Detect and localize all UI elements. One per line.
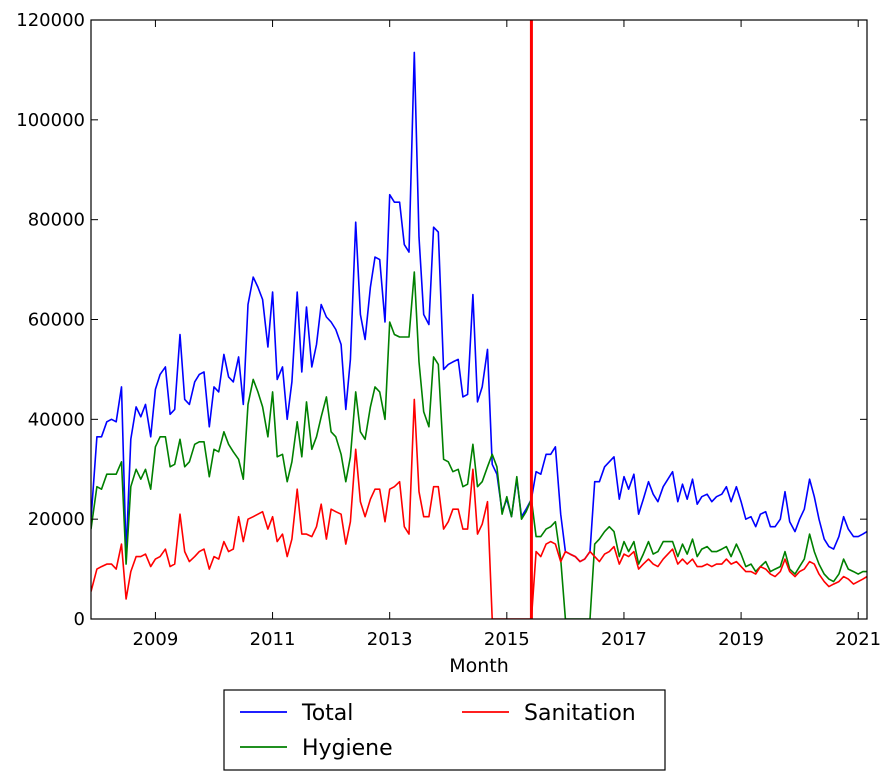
y-tick-label: 60000	[28, 310, 85, 331]
series-layer	[91, 51, 867, 619]
x-tick-label: 2017	[601, 629, 647, 650]
y-tick-label: 0	[74, 609, 85, 630]
x-tick-label: 2011	[250, 629, 296, 650]
y-tick-label: 100000	[16, 110, 85, 131]
x-axis: 2009 2011 2013 2015 2017 2019 2021	[133, 20, 881, 650]
y-tick-label: 80000	[28, 210, 85, 231]
x-tick-label: 2019	[718, 629, 764, 650]
legend-label-sanitation: Sanitation	[524, 701, 636, 726]
y-tick-label: 120000	[16, 10, 85, 31]
y-tick-label: 40000	[28, 409, 85, 430]
series-line-sanitation	[91, 398, 867, 619]
x-axis-label: Month	[449, 655, 509, 677]
x-tick-label: 2013	[367, 629, 413, 650]
y-tick-label: 20000	[28, 509, 85, 530]
series-line-total	[91, 51, 867, 563]
legend-box	[223, 689, 666, 771]
legend-label-hygiene: Hygiene	[302, 736, 393, 761]
legend-label-total: Total	[301, 701, 353, 726]
series-line-hygiene	[91, 271, 867, 619]
x-tick-label: 2015	[484, 629, 530, 650]
y-axis: 0 20000 40000 60000 80000 100000 120000	[16, 10, 867, 630]
x-tick-label: 2009	[133, 629, 179, 650]
x-tick-label: 2021	[835, 629, 881, 650]
legend: Total Hygiene Sanitation	[223, 689, 666, 771]
